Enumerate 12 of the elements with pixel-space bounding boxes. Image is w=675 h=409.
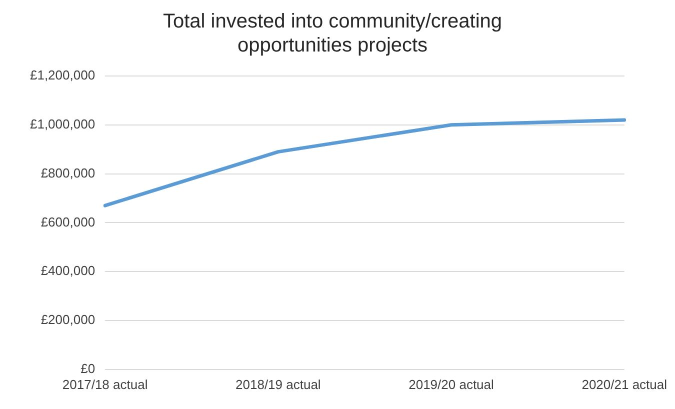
x-tick-label: 2018/19 actual [236, 376, 321, 392]
y-tick-label: £1,000,000 [30, 116, 96, 132]
y-tick-label: £200,000 [40, 312, 96, 328]
x-tick-label: 2020/21 actual [582, 376, 668, 392]
y-tick-label: £400,000 [40, 263, 96, 278]
x-tick-label: 2019/20 actual [408, 376, 494, 392]
y-tick-label: £800,000 [40, 165, 96, 180]
y-tick-label: £0 [80, 360, 96, 376]
x-tick-label: 2017/18 actual [62, 376, 148, 392]
chart-title: Total invested into community/creating opportunities projects [162, 10, 502, 57]
y-tick-label: £1,200,000 [30, 68, 96, 83]
y-tick-label: £600,000 [40, 214, 96, 230]
